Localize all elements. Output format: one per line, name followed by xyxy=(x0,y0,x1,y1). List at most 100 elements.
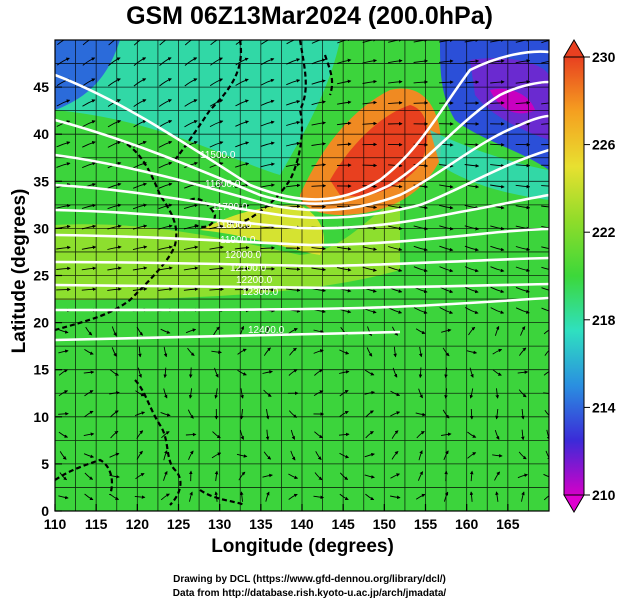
contour-label: 11500.0 xyxy=(200,150,236,161)
streamline xyxy=(234,245,250,250)
streamline xyxy=(543,493,549,501)
streamline xyxy=(464,164,480,168)
streamline xyxy=(541,40,549,44)
streamline xyxy=(541,266,549,270)
streamline xyxy=(83,370,95,375)
streamline xyxy=(81,203,97,209)
streamline xyxy=(84,472,94,480)
streamline xyxy=(262,370,273,374)
streamline xyxy=(388,59,403,64)
map-title: GSM 06Z13Mar2024 (200.0hPa) xyxy=(126,2,493,30)
streamline xyxy=(133,57,147,66)
streamline xyxy=(235,99,249,107)
streamline xyxy=(413,225,428,231)
streamline xyxy=(213,326,220,336)
streamline xyxy=(288,369,298,376)
x-tick-label: 110 xyxy=(44,516,67,532)
streamline xyxy=(490,101,505,105)
streamline xyxy=(286,120,301,126)
streamline xyxy=(413,307,428,314)
streamline xyxy=(158,161,173,169)
streamline xyxy=(158,140,173,148)
streamline xyxy=(260,99,275,106)
streamline xyxy=(184,78,198,87)
streamline xyxy=(158,245,173,251)
streamline xyxy=(492,453,503,458)
streamline xyxy=(240,408,244,420)
streamline xyxy=(110,410,119,418)
streamline xyxy=(464,307,479,315)
lat-lon-grid xyxy=(55,40,549,511)
streamline xyxy=(260,183,275,188)
streamline xyxy=(443,491,449,502)
streamline xyxy=(490,163,505,168)
streamline xyxy=(82,57,96,66)
streamline xyxy=(185,328,197,334)
streamline xyxy=(311,79,326,85)
streamline xyxy=(183,287,199,291)
streamline xyxy=(339,472,349,480)
wind-streamlines xyxy=(56,40,549,502)
streamline xyxy=(210,57,223,66)
streamline xyxy=(82,120,96,128)
credit-dcl: Drawing by DCL (https://www.gfd-dennou.o… xyxy=(173,574,446,585)
streamline xyxy=(285,141,301,147)
streamline xyxy=(490,184,505,189)
streamline xyxy=(517,370,529,374)
streamline xyxy=(111,326,117,337)
streamline xyxy=(158,182,173,189)
streamline xyxy=(339,349,350,355)
contour-label: 11700.0 xyxy=(212,202,248,213)
streamline xyxy=(189,491,193,502)
contour-label: 12200.0 xyxy=(236,275,273,286)
streamline xyxy=(84,349,94,355)
x-tick-label: 150 xyxy=(373,516,397,532)
streamline xyxy=(58,431,69,438)
streamline xyxy=(388,163,403,168)
streamline xyxy=(338,432,350,437)
streamline xyxy=(469,470,474,482)
streamline xyxy=(136,430,144,439)
streamline xyxy=(311,246,326,251)
x-tick-label: 145 xyxy=(331,516,355,532)
streamline xyxy=(132,266,148,271)
streamline xyxy=(313,495,324,500)
streamline xyxy=(265,491,270,502)
streamline xyxy=(158,99,172,107)
streamline xyxy=(132,245,148,251)
streamline xyxy=(263,389,272,397)
streamline xyxy=(388,225,403,231)
x-tick-label: 165 xyxy=(496,516,520,532)
streamline xyxy=(311,183,327,188)
streamline xyxy=(543,473,549,478)
streamline xyxy=(107,224,122,230)
streamline xyxy=(490,286,505,294)
streamline xyxy=(285,267,301,271)
streamline xyxy=(212,431,221,439)
streamline xyxy=(263,347,271,356)
streamline xyxy=(388,101,403,105)
streamline xyxy=(439,204,454,210)
streamline xyxy=(515,59,531,64)
streamline xyxy=(490,225,505,231)
x-axis-label: Longitude (degrees) xyxy=(211,536,394,557)
streamline xyxy=(289,347,297,356)
streamline xyxy=(159,78,172,87)
streamline xyxy=(490,143,505,147)
streamline xyxy=(413,163,429,168)
streamline xyxy=(214,491,219,502)
streamline xyxy=(107,119,122,128)
streamline xyxy=(413,80,429,84)
streamline xyxy=(107,203,122,210)
streamline xyxy=(136,450,143,460)
colorbar-tick-label: 214 xyxy=(592,399,616,415)
streamline xyxy=(288,410,298,418)
streamline xyxy=(188,388,193,399)
streamline xyxy=(111,347,117,357)
streamline xyxy=(515,246,531,252)
streamline xyxy=(388,40,403,43)
x-tick-label: 130 xyxy=(208,516,232,532)
streamline xyxy=(515,266,530,273)
streamline xyxy=(83,432,95,437)
streamline xyxy=(413,245,428,252)
